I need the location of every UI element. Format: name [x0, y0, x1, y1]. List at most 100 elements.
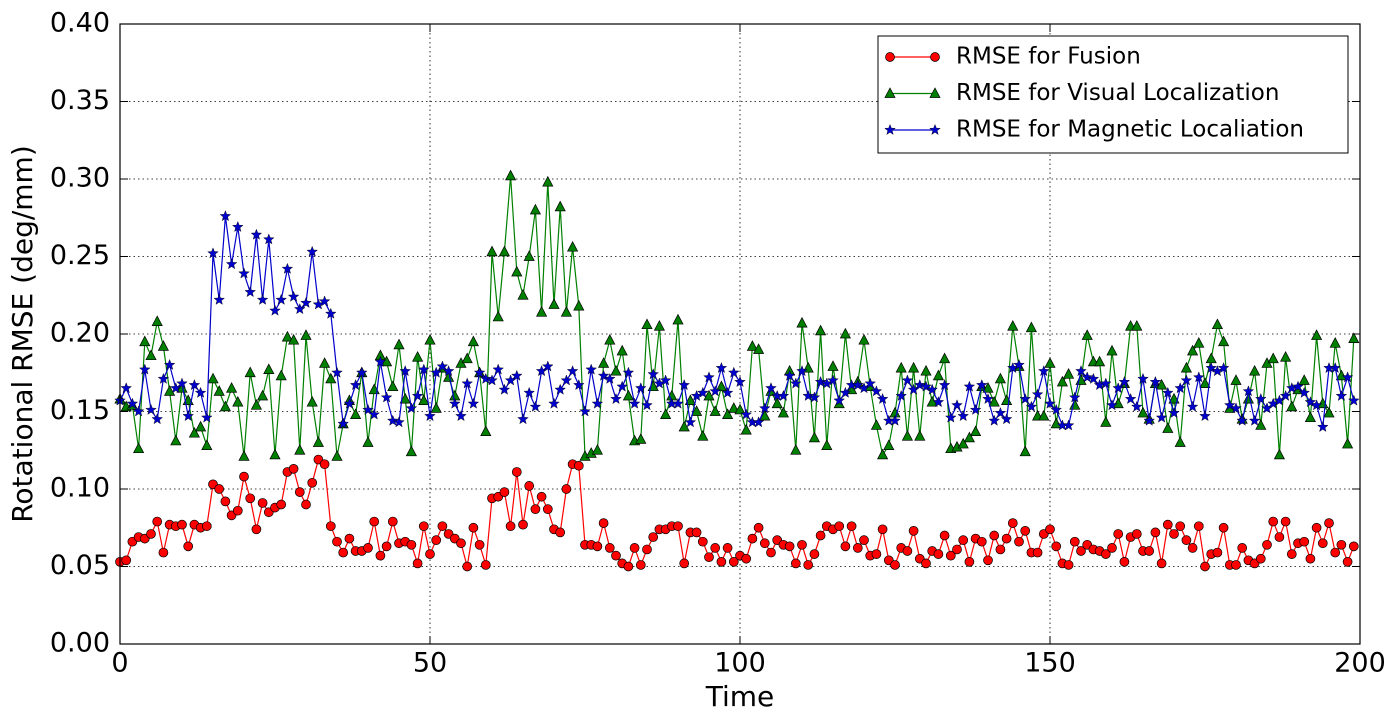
marker	[783, 369, 796, 381]
marker	[343, 397, 356, 409]
marker	[436, 360, 449, 372]
marker	[554, 383, 566, 395]
marker	[1038, 409, 1050, 421]
marker	[728, 402, 740, 413]
marker	[635, 382, 647, 394]
marker	[1112, 397, 1124, 409]
marker	[164, 385, 176, 396]
marker	[121, 555, 132, 566]
marker	[300, 329, 312, 340]
marker	[294, 487, 305, 497]
marker	[1230, 402, 1242, 414]
y-tick-label: 0.20	[50, 318, 110, 349]
marker	[1155, 411, 1168, 423]
marker	[480, 425, 492, 436]
marker	[1149, 375, 1162, 387]
marker	[529, 400, 542, 412]
marker	[926, 383, 938, 395]
marker	[498, 383, 511, 395]
marker	[1131, 529, 1142, 539]
marker	[517, 413, 529, 425]
marker	[281, 262, 294, 274]
marker	[214, 484, 225, 494]
marker	[518, 519, 528, 530]
marker	[151, 315, 163, 326]
marker	[660, 408, 672, 419]
marker	[1310, 399, 1323, 411]
marker	[790, 558, 801, 569]
marker	[1348, 332, 1360, 343]
marker	[932, 396, 945, 408]
marker	[691, 405, 703, 416]
marker	[375, 550, 386, 561]
marker	[425, 549, 435, 559]
marker	[1137, 406, 1149, 418]
marker	[1162, 422, 1174, 433]
marker	[1193, 371, 1205, 383]
marker	[969, 403, 982, 415]
marker	[424, 410, 436, 422]
marker	[194, 386, 207, 398]
marker	[1001, 533, 1012, 544]
marker	[319, 357, 331, 368]
marker	[294, 443, 306, 455]
marker	[332, 536, 342, 547]
marker	[895, 361, 907, 373]
marker	[1217, 362, 1230, 374]
marker	[929, 123, 941, 135]
marker	[1162, 386, 1174, 398]
marker	[858, 333, 870, 345]
marker	[536, 491, 547, 502]
marker	[1342, 556, 1353, 567]
marker	[1336, 539, 1347, 550]
marker	[840, 541, 851, 552]
marker	[635, 560, 646, 570]
marker	[957, 410, 969, 422]
marker	[542, 175, 554, 187]
marker	[269, 304, 281, 316]
marker	[139, 363, 151, 375]
marker	[145, 349, 157, 361]
marker	[697, 430, 709, 441]
marker	[399, 392, 411, 404]
marker	[852, 543, 863, 553]
marker	[393, 338, 405, 350]
marker	[467, 397, 480, 409]
marker	[716, 556, 727, 567]
marker	[715, 362, 728, 374]
marker	[1273, 448, 1285, 460]
marker	[963, 431, 975, 443]
marker	[834, 521, 845, 532]
marker	[1069, 536, 1080, 547]
marker	[257, 498, 268, 508]
marker	[777, 406, 789, 418]
marker	[368, 408, 380, 420]
marker	[1056, 375, 1068, 387]
marker	[1050, 403, 1062, 415]
marker	[349, 379, 362, 391]
marker	[548, 298, 560, 309]
marker	[691, 527, 702, 538]
marker	[139, 335, 151, 347]
marker	[319, 459, 330, 470]
marker	[1311, 522, 1322, 533]
marker	[1255, 419, 1267, 430]
marker	[387, 414, 399, 426]
marker	[821, 439, 833, 450]
marker	[914, 430, 926, 441]
marker	[455, 410, 467, 422]
marker	[1044, 357, 1056, 368]
marker	[256, 293, 269, 305]
marker	[244, 286, 256, 298]
marker	[542, 360, 554, 372]
marker	[920, 380, 932, 392]
marker	[219, 210, 232, 222]
marker	[647, 368, 659, 380]
marker	[1298, 374, 1310, 385]
marker	[796, 316, 808, 328]
marker	[930, 52, 940, 62]
marker	[406, 539, 417, 550]
marker	[995, 544, 1006, 555]
marker	[616, 380, 628, 392]
